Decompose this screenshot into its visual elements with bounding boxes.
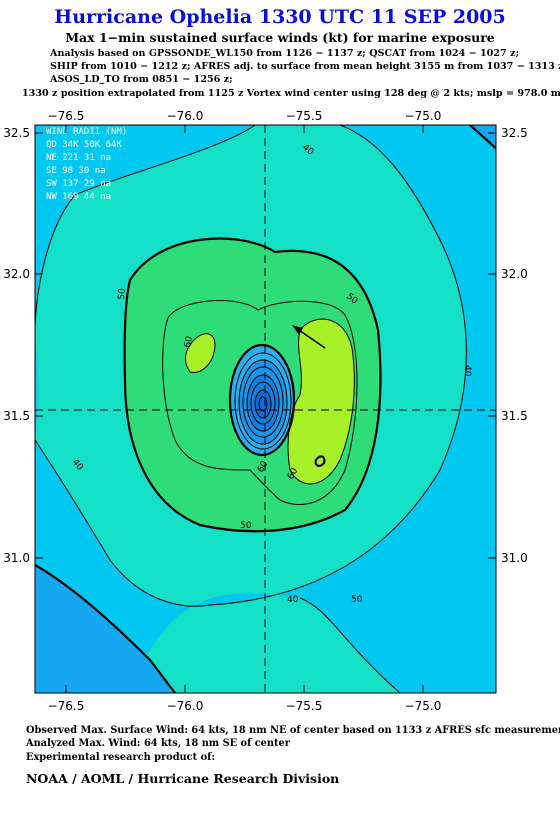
contour-core-f: [254, 389, 272, 419]
core-ring-4: [255, 390, 271, 418]
contour-label: 40: [462, 365, 472, 377]
x-tick-label: −75.0: [405, 109, 442, 123]
y-tick-label: 32.0: [3, 267, 30, 281]
y-tick-label: 31.5: [3, 409, 30, 423]
contour-core-b: [238, 359, 288, 445]
x-tick-label: −76.0: [167, 699, 204, 713]
fill-30-40-west: [35, 330, 38, 693]
fill-60-64-east: [288, 319, 355, 484]
x-tick-label: −75.0: [405, 699, 442, 713]
y-tick-label: 32.0: [501, 267, 528, 281]
contour-core-a: [234, 352, 292, 450]
contour-label: 40: [287, 595, 299, 605]
contour-core-c: [242, 366, 284, 438]
credit-line: NOAA / AOML / Hurricane Research Divisio…: [26, 771, 340, 786]
contour-lines: [35, 125, 496, 693]
y-tick-label: 32.5: [501, 126, 528, 140]
fill-30-40-east: [35, 125, 496, 693]
x-tick-label: −75.5: [286, 109, 323, 123]
axis-ticks: [35, 125, 496, 693]
analysis-line-4: 1330 z position extrapolated from 1125 z…: [22, 88, 560, 99]
fill-60-64-west: [185, 333, 215, 373]
analysis-line-2: SHIP from 1010 − 1212 z; AFRES adj. to s…: [50, 61, 560, 72]
contour-core-e: [250, 381, 276, 425]
fill-30-40-nw: [35, 125, 255, 330]
bottom-axis-labels: −76.5 −76.0 −75.5 −75.0: [48, 699, 442, 713]
wind-radii-row-se: SE 98 30 na: [46, 166, 106, 176]
y-tick-label: 32.5: [3, 126, 30, 140]
x-tick-label: −76.0: [167, 109, 204, 123]
x-tick-label: −76.5: [48, 699, 85, 713]
x-tick-label: −76.5: [48, 109, 85, 123]
contour-64: [314, 455, 326, 467]
contour-40-nw: [35, 125, 256, 331]
wind-radii-header: QD 34K 50K 64K: [46, 140, 122, 150]
contour-label: 50: [117, 288, 128, 301]
wind-field: WIND RADII (NM) QD 34K 50K 64K NE 221 31…: [35, 125, 496, 693]
storm-motion-arrow: [292, 325, 326, 349]
contour-50: [123, 237, 382, 533]
contour-30-ne: [469, 125, 496, 150]
y-tick-label: 31.5: [501, 409, 528, 423]
contour-60-west: [185, 333, 216, 374]
contour-30-sw: [35, 564, 176, 693]
fill-below-30-sw: [35, 565, 175, 693]
wind-radii-row-sw: SW 137 29 na: [46, 179, 111, 189]
contour-label: 50: [351, 595, 363, 605]
analyzed-max-wind: Analyzed Max. Wind: 64 kts, 18 nm SE of …: [26, 738, 290, 749]
contour-core-g: [258, 396, 268, 412]
plot-frame: [34, 124, 497, 694]
contour-40-south: [299, 597, 401, 693]
contour-label: 60: [183, 335, 195, 348]
analysis-line-3: ASOS_LD_TO from 0851 − 1256 z;: [50, 74, 233, 85]
top-axis-labels: −76.5 −76.0 −75.5 −75.0: [48, 109, 442, 123]
contour-40-main: [35, 125, 467, 607]
contour-55: [162, 300, 358, 506]
left-axis-labels: 32.5 32.0 31.5 31.0: [3, 126, 30, 565]
contour-60-east: [287, 318, 355, 485]
wind-radii-row-nw: NW 169 44 na: [46, 192, 111, 202]
map-subtitle: Max 1−min sustained surface winds (kt) f…: [65, 30, 495, 45]
contour-core-50: [228, 343, 296, 457]
wind-radii-table: WIND RADII (NM) QD 34K 50K 64K NE 221 31…: [46, 127, 127, 202]
right-axis-labels: 32.5 32.0 31.5 31.0: [501, 126, 528, 565]
contour-label: 50: [240, 521, 252, 531]
contour-core-d: [246, 374, 280, 432]
observed-max-wind: Observed Max. Surface Wind: 64 kts, 18 n…: [26, 725, 560, 736]
wind-radii-row-ne: NE 221 31 na: [46, 153, 111, 163]
analysis-line-1: Analysis based on GPSSONDE_WL150 from 11…: [50, 48, 520, 59]
y-tick-label: 31.0: [3, 551, 30, 565]
x-tick-label: −75.5: [286, 699, 323, 713]
wind-radii-title: WIND RADII (NM): [46, 127, 127, 137]
experimental-note: Experimental research product of:: [26, 752, 215, 763]
y-tick-label: 31.0: [501, 551, 528, 565]
map-title: Hurricane Ophelia 1330 UTC 11 SEP 2005: [54, 6, 506, 28]
